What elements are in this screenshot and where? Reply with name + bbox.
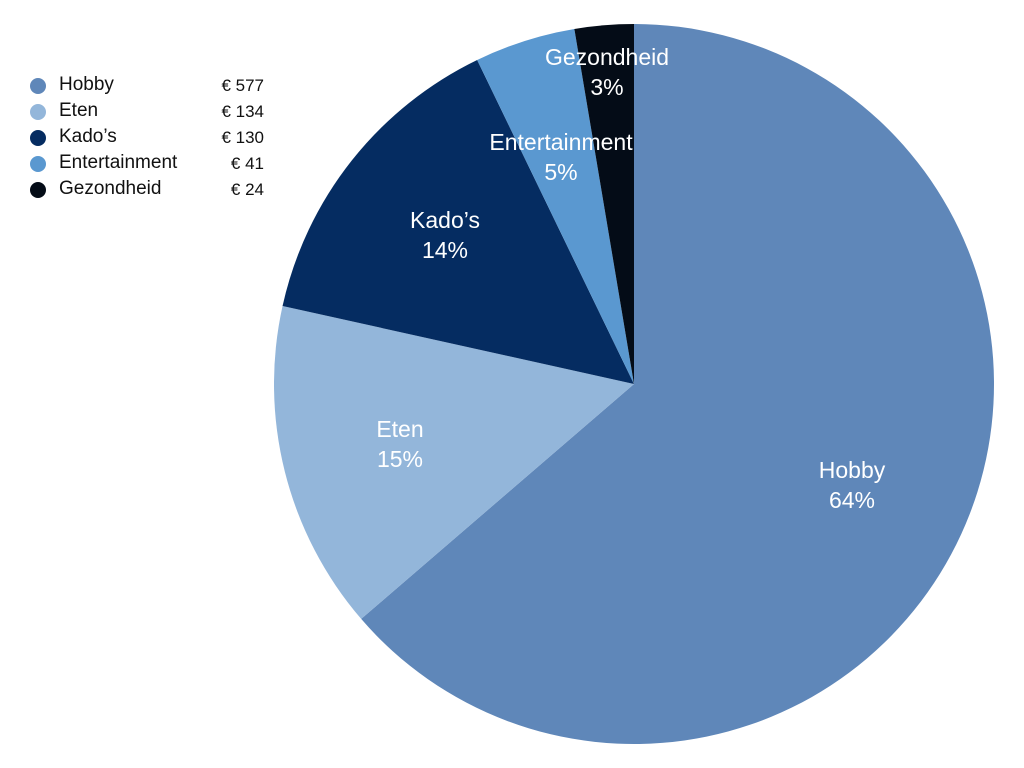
legend-label: Gezondheid	[59, 178, 162, 199]
legend-value: € 41	[230, 154, 264, 173]
legend-swatch-icon	[30, 130, 46, 146]
pie-slices	[274, 24, 995, 745]
pie-slice-kados	[282, 59, 634, 385]
legend-item-gezondheid: Gezondheid € 24	[30, 178, 270, 204]
pie-labels: Hobby 64% Eten 15% Kado’s 14% Entertainment…	[376, 44, 885, 513]
legend-item-hobby: Hobby € 577	[30, 74, 270, 100]
legend-item-eten: Eten € 134	[30, 100, 270, 126]
legend-swatch-icon	[30, 104, 46, 120]
legend-value: € 134	[221, 102, 264, 121]
legend-swatch-icon	[30, 182, 46, 198]
slice-label-kados: Kado’s 14%	[410, 207, 480, 263]
legend-label: Kado’s	[59, 126, 117, 147]
legend: Hobby € 577 Eten € 134 Kado’s € 130 Ente…	[30, 74, 270, 204]
pie-slice-hobby	[361, 24, 995, 745]
legend-label: Hobby	[59, 74, 114, 95]
slice-label-entertainment: Entertainment 5%	[489, 129, 633, 185]
pie-slice-entertainment	[477, 28, 634, 384]
legend-item-entertainment: Entertainment € 41	[30, 152, 270, 178]
slice-label-eten: Eten 15%	[376, 416, 423, 472]
slice-label-gezondheid: Gezondheid 3%	[545, 44, 669, 100]
legend-swatch-icon	[30, 156, 46, 172]
legend-item-kados: Kado’s € 130	[30, 126, 270, 152]
legend-value: € 130	[221, 128, 264, 147]
slice-label-hobby: Hobby 64%	[819, 457, 886, 513]
legend-label: Eten	[59, 100, 99, 121]
legend-label: Entertainment	[59, 152, 178, 173]
legend-value: € 24	[230, 180, 264, 199]
legend-swatch-icon	[30, 78, 46, 94]
pie-slice-eten	[274, 305, 634, 619]
legend-value: € 577	[221, 76, 264, 95]
pie-slice-gezondheid	[574, 24, 634, 384]
